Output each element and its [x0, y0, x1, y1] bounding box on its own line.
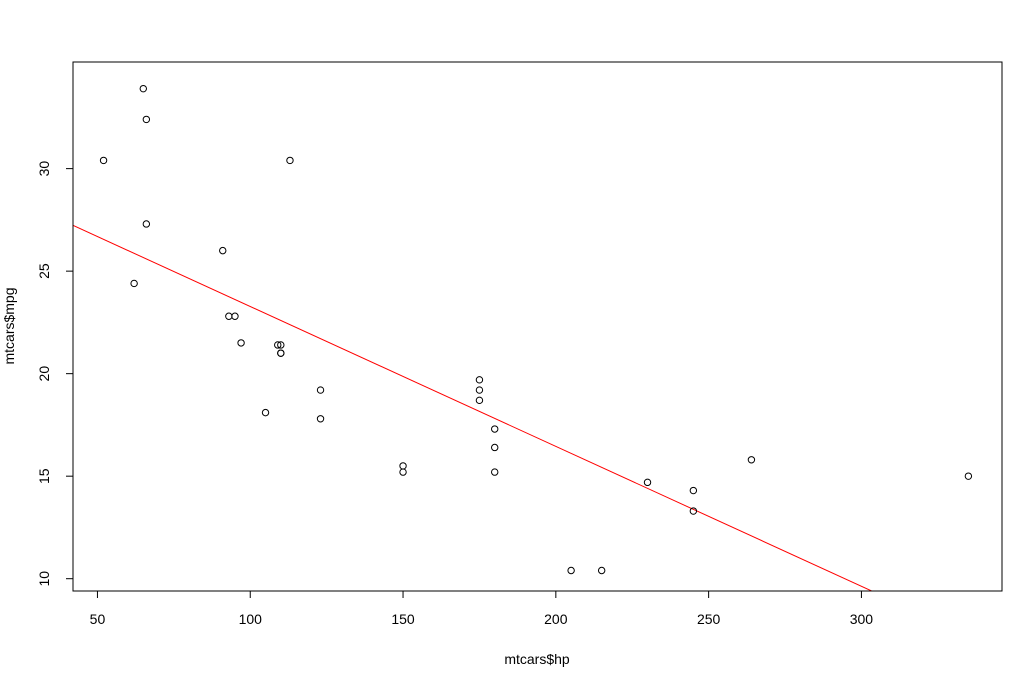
data-point — [689, 486, 698, 495]
x-tick-label: 300 — [850, 611, 874, 627]
data-point — [491, 443, 499, 452]
data-point — [225, 312, 233, 320]
data-point — [142, 115, 151, 124]
data-point — [139, 84, 147, 93]
y-tick-label: 30 — [36, 161, 52, 177]
data-point — [491, 425, 499, 433]
y-tick-label: 20 — [36, 366, 52, 382]
data-point — [277, 349, 285, 357]
data-point — [130, 279, 138, 288]
data-point — [231, 312, 239, 320]
plot-frame — [72, 61, 1003, 592]
x-tick-label: 150 — [391, 611, 415, 627]
data-point — [567, 566, 575, 575]
data-point — [475, 396, 484, 405]
y-tick-label: 15 — [36, 468, 52, 484]
data-point — [261, 408, 270, 417]
data-point — [747, 456, 756, 464]
y-axis-label: mtcars$mpg — [1, 287, 17, 364]
x-axis-label: mtcars$hp — [504, 651, 570, 667]
regression-line — [73, 224, 873, 591]
data-point — [316, 386, 325, 394]
data-point — [689, 507, 698, 515]
data-point — [643, 478, 652, 487]
data-point — [286, 156, 294, 165]
data-point — [274, 341, 282, 349]
data-point — [475, 386, 484, 394]
data-point — [277, 341, 285, 349]
x-tick-label: 250 — [697, 611, 721, 627]
x-tick-label: 200 — [544, 611, 568, 627]
data-point — [399, 468, 407, 476]
data-point — [99, 156, 108, 165]
data-point — [219, 246, 227, 255]
data-point — [237, 339, 245, 347]
data-point — [316, 415, 325, 423]
data-point — [142, 220, 151, 228]
data-point — [475, 376, 484, 384]
y-tick-label: 10 — [36, 571, 52, 587]
x-tick-label: 50 — [90, 611, 106, 627]
y-tick-label: 25 — [36, 263, 52, 279]
data-point — [597, 566, 606, 575]
data-point — [964, 472, 973, 480]
data-point — [491, 468, 499, 476]
data-point — [399, 462, 407, 470]
x-tick-label: 100 — [239, 611, 263, 627]
